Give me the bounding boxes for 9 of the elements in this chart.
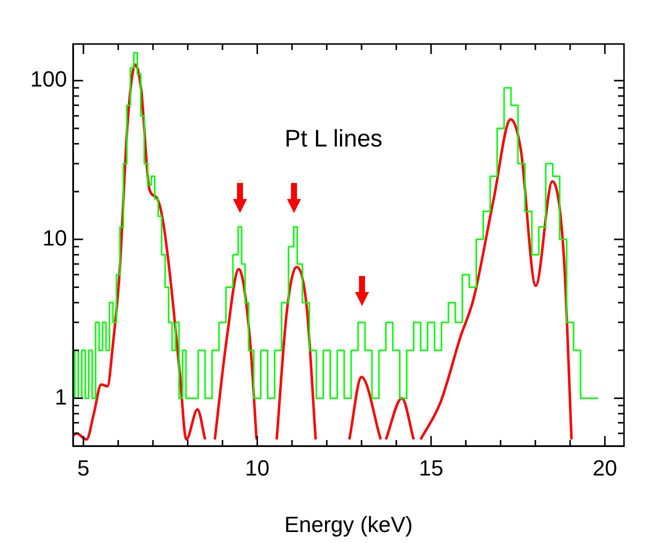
- y-tick-label: 100: [30, 66, 67, 92]
- x-tick-label: 5: [77, 455, 90, 480]
- y-tick-label: 1: [54, 384, 67, 410]
- y-tick-label: 10: [42, 225, 67, 250]
- x-tick-label: 20: [592, 455, 618, 480]
- annotation: Pt L lines: [284, 126, 382, 153]
- x-tick-label: 15: [418, 455, 444, 480]
- x-tick-label: 10: [245, 455, 270, 480]
- x-axis-title: Energy (keV): [284, 512, 413, 537]
